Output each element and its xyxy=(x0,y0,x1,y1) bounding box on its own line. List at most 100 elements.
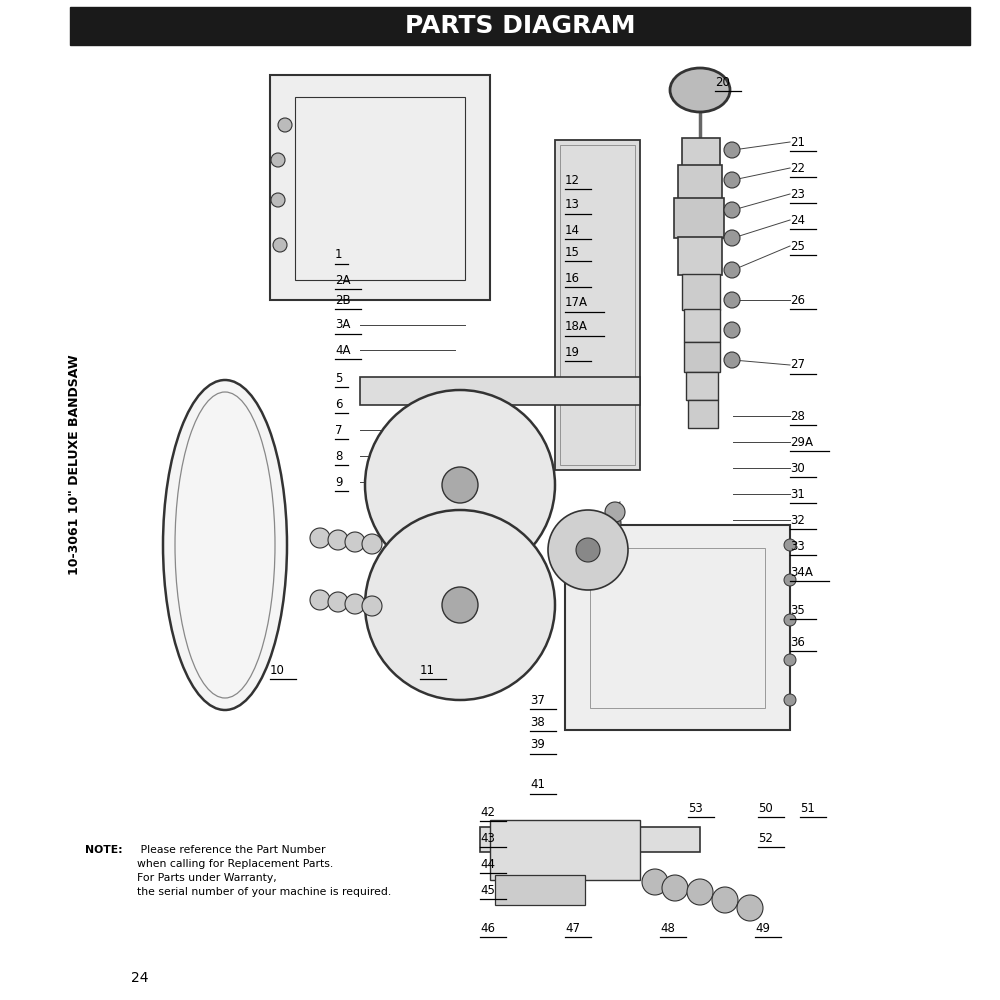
Ellipse shape xyxy=(589,515,605,531)
Text: 21: 21 xyxy=(790,135,805,148)
Ellipse shape xyxy=(784,654,796,666)
Ellipse shape xyxy=(605,515,621,531)
Bar xyxy=(565,525,790,730)
Text: 29A: 29A xyxy=(790,436,813,448)
Text: 49: 49 xyxy=(755,922,770,934)
Text: 7: 7 xyxy=(335,424,342,436)
Text: 50: 50 xyxy=(758,802,773,814)
Text: 36: 36 xyxy=(790,636,805,648)
Text: 53: 53 xyxy=(688,802,703,814)
Ellipse shape xyxy=(362,596,382,616)
Ellipse shape xyxy=(442,467,478,503)
Bar xyxy=(684,342,720,372)
Bar xyxy=(270,75,490,300)
Text: 6: 6 xyxy=(335,397,342,410)
Text: 1: 1 xyxy=(335,248,342,261)
Text: 11: 11 xyxy=(420,664,435,676)
Text: 42: 42 xyxy=(480,806,495,818)
Text: 27: 27 xyxy=(790,359,805,371)
Text: 26: 26 xyxy=(790,294,805,306)
Text: 35: 35 xyxy=(790,603,805,616)
Text: 13: 13 xyxy=(565,198,580,212)
Bar xyxy=(674,198,724,238)
Ellipse shape xyxy=(310,528,330,548)
Ellipse shape xyxy=(310,590,330,610)
Ellipse shape xyxy=(442,587,478,623)
Ellipse shape xyxy=(365,390,555,580)
Bar xyxy=(682,274,720,310)
Bar xyxy=(560,145,635,465)
Text: 12: 12 xyxy=(565,174,580,186)
Text: 18A: 18A xyxy=(565,320,588,334)
Text: 28: 28 xyxy=(790,410,805,422)
Text: 8: 8 xyxy=(335,450,342,462)
Text: 32: 32 xyxy=(790,514,805,526)
Ellipse shape xyxy=(328,530,348,550)
Ellipse shape xyxy=(662,875,688,901)
Ellipse shape xyxy=(362,534,382,554)
Ellipse shape xyxy=(345,594,365,614)
Ellipse shape xyxy=(271,153,285,167)
Text: 47: 47 xyxy=(565,922,580,934)
Ellipse shape xyxy=(724,262,740,278)
Text: 22: 22 xyxy=(790,161,805,174)
Ellipse shape xyxy=(724,142,740,158)
Text: 39: 39 xyxy=(530,738,545,752)
Text: PARTS DIAGRAM: PARTS DIAGRAM xyxy=(405,14,635,38)
Bar xyxy=(688,400,718,428)
Bar xyxy=(678,165,722,200)
Text: 2B: 2B xyxy=(335,294,351,306)
Text: 16: 16 xyxy=(565,271,580,284)
Bar xyxy=(70,7,970,45)
Text: 37: 37 xyxy=(530,694,545,706)
Text: 9: 9 xyxy=(335,476,342,488)
Text: 4A: 4A xyxy=(335,344,351,357)
Text: 31: 31 xyxy=(790,488,805,500)
Ellipse shape xyxy=(278,118,292,132)
Ellipse shape xyxy=(345,532,365,552)
Ellipse shape xyxy=(784,694,796,706)
Text: 15: 15 xyxy=(565,245,580,258)
Text: 19: 19 xyxy=(565,346,580,359)
Ellipse shape xyxy=(737,895,763,921)
Ellipse shape xyxy=(576,538,600,562)
Bar xyxy=(555,140,640,470)
Bar xyxy=(295,97,465,280)
Ellipse shape xyxy=(724,230,740,246)
Text: 5: 5 xyxy=(335,371,342,384)
Ellipse shape xyxy=(724,322,740,338)
Bar xyxy=(590,548,765,708)
Text: 43: 43 xyxy=(480,832,495,844)
Text: 14: 14 xyxy=(565,224,580,236)
Text: 2A: 2A xyxy=(335,273,351,286)
Ellipse shape xyxy=(724,172,740,188)
Ellipse shape xyxy=(724,202,740,218)
Bar xyxy=(490,820,640,880)
Bar xyxy=(480,827,700,852)
Text: 3A: 3A xyxy=(335,318,350,332)
Ellipse shape xyxy=(712,887,738,913)
Ellipse shape xyxy=(365,510,555,700)
Ellipse shape xyxy=(328,592,348,612)
Ellipse shape xyxy=(724,352,740,368)
Ellipse shape xyxy=(670,68,730,112)
Ellipse shape xyxy=(784,539,796,551)
Text: 24: 24 xyxy=(790,214,805,227)
Ellipse shape xyxy=(642,869,668,895)
Text: 45: 45 xyxy=(480,884,495,896)
Bar xyxy=(360,377,640,405)
Ellipse shape xyxy=(271,193,285,207)
Text: 46: 46 xyxy=(480,922,495,934)
Text: 51: 51 xyxy=(800,802,815,814)
Bar xyxy=(682,138,720,168)
Text: 41: 41 xyxy=(530,778,545,792)
Bar xyxy=(495,875,585,905)
Text: 44: 44 xyxy=(480,857,495,870)
Ellipse shape xyxy=(548,510,628,590)
Text: 33: 33 xyxy=(790,540,805,552)
Text: 17A: 17A xyxy=(565,296,588,310)
Text: 25: 25 xyxy=(790,239,805,252)
Text: 30: 30 xyxy=(790,462,805,475)
Text: 48: 48 xyxy=(660,922,675,934)
Text: 20: 20 xyxy=(715,76,730,89)
